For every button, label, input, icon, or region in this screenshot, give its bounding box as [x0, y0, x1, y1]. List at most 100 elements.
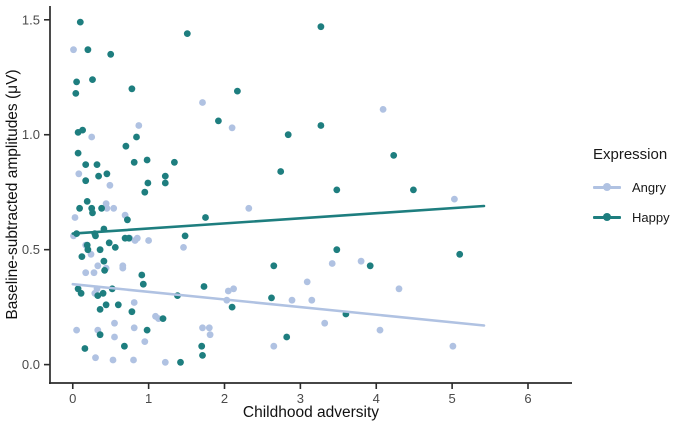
data-point-angry: [110, 204, 118, 212]
x-tick-label: 2: [221, 391, 228, 406]
x-tick-label: 4: [373, 391, 380, 406]
legend-label-angry: Angry: [632, 179, 666, 195]
data-point-angry: [130, 299, 138, 306]
data-point-happy: [128, 85, 136, 93]
data-point-angry: [106, 181, 114, 189]
data-point-happy: [202, 214, 209, 221]
data-point-happy: [183, 30, 191, 37]
data-point-happy: [73, 78, 80, 86]
data-point-happy: [133, 133, 140, 141]
data-point-happy: [277, 168, 285, 175]
data-point-happy: [456, 250, 464, 258]
data-point-happy: [283, 333, 291, 341]
data-point-happy: [122, 142, 130, 150]
data-point-angry: [245, 204, 253, 212]
data-point-happy: [82, 177, 90, 185]
data-point-happy: [95, 172, 102, 180]
data-point-happy: [200, 283, 208, 290]
data-point-angry: [88, 133, 96, 141]
data-point-angry: [270, 342, 278, 350]
x-tick-label: 5: [449, 391, 456, 406]
data-point-happy: [161, 172, 169, 180]
data-point-angry: [199, 324, 206, 332]
data-point-angry: [199, 99, 206, 106]
data-point-happy: [141, 188, 149, 196]
data-point-happy: [96, 331, 104, 339]
legend: Expression Angry Happy: [593, 146, 670, 238]
data-point-happy: [102, 301, 110, 309]
data-point-happy: [98, 204, 105, 212]
data-point-happy: [410, 186, 417, 194]
data-point-happy: [72, 90, 80, 97]
data-point-happy: [105, 239, 113, 247]
legend-key-happy: [593, 212, 621, 222]
data-point-angry: [135, 122, 143, 129]
data-point-angry: [90, 269, 98, 277]
data-point-happy: [94, 292, 102, 299]
data-point-angry: [111, 333, 118, 341]
data-point-happy: [215, 117, 222, 125]
data-point-happy: [234, 87, 241, 95]
data-point-angry: [141, 338, 149, 345]
happy-dot-swatch: [603, 212, 611, 221]
data-point-angry: [82, 269, 90, 277]
data-point-happy: [81, 345, 89, 352]
data-point-happy: [111, 244, 119, 251]
legend-key-angry: [593, 182, 621, 192]
data-point-angry: [111, 319, 118, 327]
data-point-happy: [83, 241, 91, 249]
data-point-happy: [114, 301, 122, 309]
data-point-angry: [376, 326, 384, 334]
data-point-angry: [224, 287, 232, 295]
legend-label-happy: Happy: [632, 209, 670, 225]
x-tick-label: 1: [145, 391, 152, 406]
data-point-angry: [395, 285, 403, 293]
data-point-happy: [84, 46, 92, 54]
data-point-happy: [143, 156, 151, 164]
data-point-angry: [308, 296, 316, 304]
data-point-angry: [303, 278, 311, 286]
x-tick-label: 0: [69, 391, 76, 406]
data-point-happy: [317, 23, 325, 31]
data-point-angry: [449, 342, 457, 350]
data-point-angry: [205, 324, 213, 332]
data-point-angry: [70, 46, 77, 54]
data-point-happy: [124, 216, 131, 224]
legend-item-angry: Angry: [593, 178, 670, 196]
data-point-happy: [144, 179, 152, 187]
angry-dot-swatch: [603, 182, 611, 191]
data-point-angry: [206, 331, 214, 339]
data-point-angry: [130, 324, 138, 332]
data-point-happy: [77, 289, 85, 297]
data-point-angry: [92, 354, 99, 362]
data-point-happy: [138, 271, 146, 279]
data-point-angry: [288, 296, 296, 304]
data-point-happy: [89, 76, 96, 83]
data-point-angry: [180, 244, 187, 251]
x-axis-title: Childhood adversity: [243, 404, 379, 421]
data-point-happy: [107, 50, 115, 58]
data-point-happy: [171, 158, 178, 166]
data-point-happy: [143, 326, 151, 334]
y-axis-title: Baseline-subtracted amplitudes (μV): [4, 69, 21, 319]
data-point-happy: [228, 303, 236, 311]
data-point-angry: [321, 319, 329, 327]
data-point-angry: [94, 262, 102, 270]
data-point-angry: [451, 195, 458, 203]
x-tick-label: 6: [524, 391, 531, 406]
data-point-angry: [328, 260, 336, 267]
data-point-happy: [76, 18, 84, 26]
data-point-angry: [379, 106, 387, 113]
data-point-happy: [99, 289, 107, 297]
data-point-happy: [333, 186, 341, 194]
data-point-happy: [78, 253, 86, 260]
data-point-happy: [198, 342, 206, 350]
data-point-happy: [125, 234, 133, 242]
data-point-happy: [121, 342, 128, 350]
data-point-angry: [103, 204, 111, 212]
data-point-happy: [83, 198, 91, 205]
data-point-happy: [101, 267, 108, 274]
y-tick-label: 1.0: [22, 127, 40, 142]
y-tick-label: 1.5: [22, 12, 40, 27]
